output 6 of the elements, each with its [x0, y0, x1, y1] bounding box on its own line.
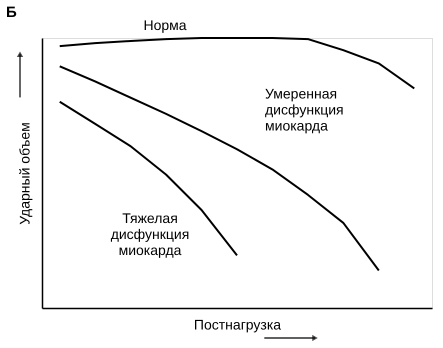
series-label: Тяжелая дисфункция миокарда: [110, 210, 190, 258]
x-axis-title: Постнагрузка: [194, 316, 282, 332]
y-axis-title: Ударный объем: [16, 122, 32, 225]
series-label: Умеренная дисфункция миокарда: [265, 86, 344, 134]
series-label: Норма: [143, 16, 187, 33]
chart-title: Б: [6, 4, 17, 21]
